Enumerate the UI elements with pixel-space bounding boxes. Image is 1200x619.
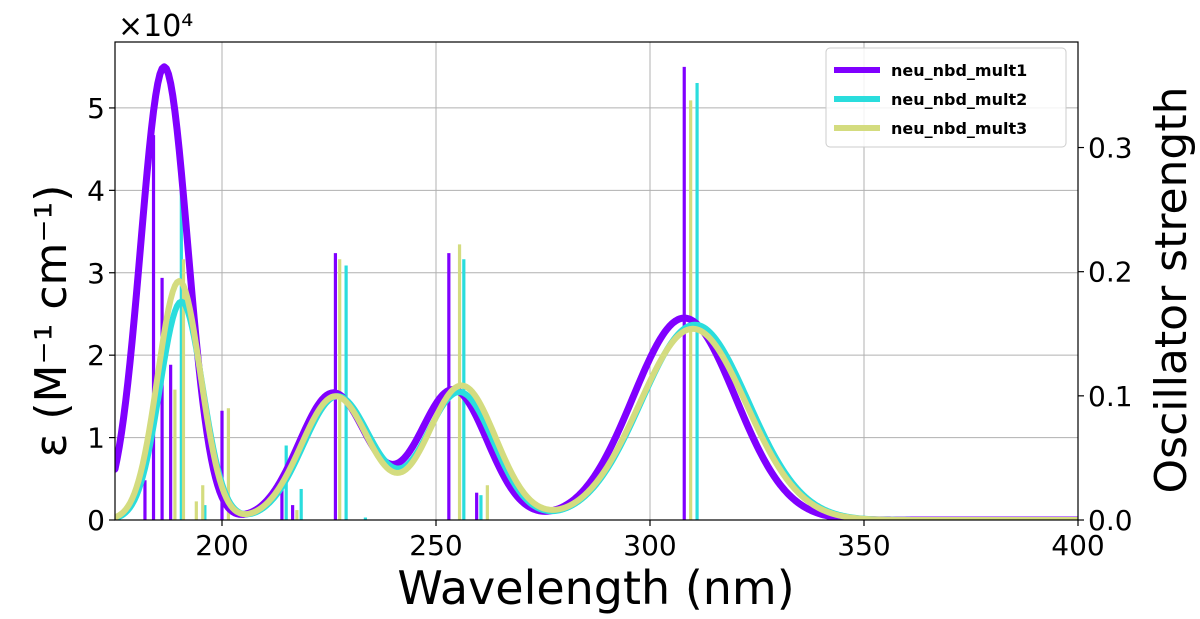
left-tick-label-5: 5 <box>87 92 105 125</box>
x-tick-label-2: 300 <box>623 529 676 562</box>
right-tick-label-3: 0.3 <box>1088 132 1133 165</box>
x-axis-ticks: 200 250 300 350 400 <box>195 520 1105 562</box>
left-tick-label-0: 0 <box>87 504 105 537</box>
x-axis-title: Wavelength (nm) <box>397 561 794 615</box>
x-tick-label-4: 400 <box>1051 529 1104 562</box>
right-tick-label-0: 0.0 <box>1088 504 1133 537</box>
left-axis-ticks: 0 1 2 3 4 5 <box>87 92 115 537</box>
legend: neu_nbd_mult1 neu_nbd_mult2 neu_nbd_mult3 <box>825 47 1067 148</box>
left-tick-label-3: 3 <box>87 257 105 290</box>
right-tick-label-1: 0.1 <box>1088 380 1133 413</box>
legend-label-0: neu_nbd_mult1 <box>891 61 1027 80</box>
left-axis-title: ε (M⁻¹ cm⁻¹) <box>26 185 77 458</box>
x-tick-label-1: 250 <box>409 529 462 562</box>
left-axis-multiplier: ×10⁴ <box>118 9 193 44</box>
legend-label-1: neu_nbd_mult2 <box>891 90 1027 109</box>
left-tick-label-2: 2 <box>87 339 105 372</box>
legend-box <box>825 47 1067 148</box>
plot-frame <box>114 41 1079 521</box>
stick-bars <box>143 66 699 520</box>
left-tick-label-1: 1 <box>87 422 105 455</box>
right-tick-label-2: 0.2 <box>1088 256 1133 289</box>
legend-label-2: neu_nbd_mult3 <box>891 119 1027 138</box>
x-tick-label-3: 350 <box>837 529 890 562</box>
right-axis-title: Oscillator strength <box>1146 87 1197 494</box>
left-tick-label-4: 4 <box>87 174 105 207</box>
x-tick-label-0: 200 <box>195 529 248 562</box>
right-axis-ticks: 0.0 0.1 0.2 0.3 <box>1078 132 1133 537</box>
